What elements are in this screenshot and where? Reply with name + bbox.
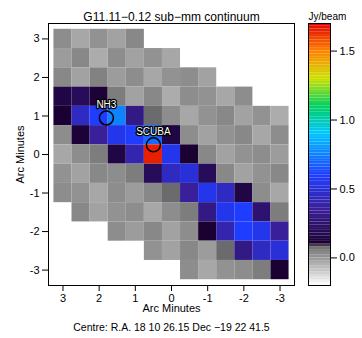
svg-text:0.5: 0.5 bbox=[340, 182, 355, 194]
svg-text:-1: -1 bbox=[203, 292, 213, 304]
svg-text:2: 2 bbox=[96, 292, 102, 304]
svg-text:Jy/beam: Jy/beam bbox=[309, 11, 347, 22]
svg-text:Arc Minutes: Arc Minutes bbox=[14, 125, 26, 184]
svg-text:-3: -3 bbox=[30, 264, 40, 276]
svg-text:1.0: 1.0 bbox=[340, 114, 355, 126]
svg-text:Centre: R.A. 18 10 26.15 Dec −: Centre: R.A. 18 10 26.15 Dec −19 22 41.5 bbox=[73, 321, 270, 333]
svg-text:1.5: 1.5 bbox=[340, 45, 355, 57]
svg-text:Arc Minutes: Arc Minutes bbox=[142, 302, 201, 314]
svg-text:3: 3 bbox=[60, 292, 66, 304]
svg-text:NH3: NH3 bbox=[96, 99, 116, 110]
svg-text:2: 2 bbox=[33, 71, 39, 83]
svg-text:G11.11−0.12 sub−mm continuum: G11.11−0.12 sub−mm continuum bbox=[83, 10, 259, 24]
svg-text:1: 1 bbox=[33, 109, 39, 121]
svg-text:0: 0 bbox=[168, 292, 175, 305]
svg-text:0: 0 bbox=[33, 148, 39, 160]
svg-text:3: 3 bbox=[33, 32, 39, 44]
svg-text:-3: -3 bbox=[275, 292, 285, 304]
svg-text:-2: -2 bbox=[239, 292, 249, 304]
svg-text:0.0: 0.0 bbox=[340, 251, 355, 263]
svg-text:-1: -1 bbox=[30, 187, 40, 199]
svg-text:-2: -2 bbox=[30, 225, 40, 237]
svg-text:SCUBA: SCUBA bbox=[136, 126, 171, 137]
svg-text:1: 1 bbox=[132, 292, 138, 304]
